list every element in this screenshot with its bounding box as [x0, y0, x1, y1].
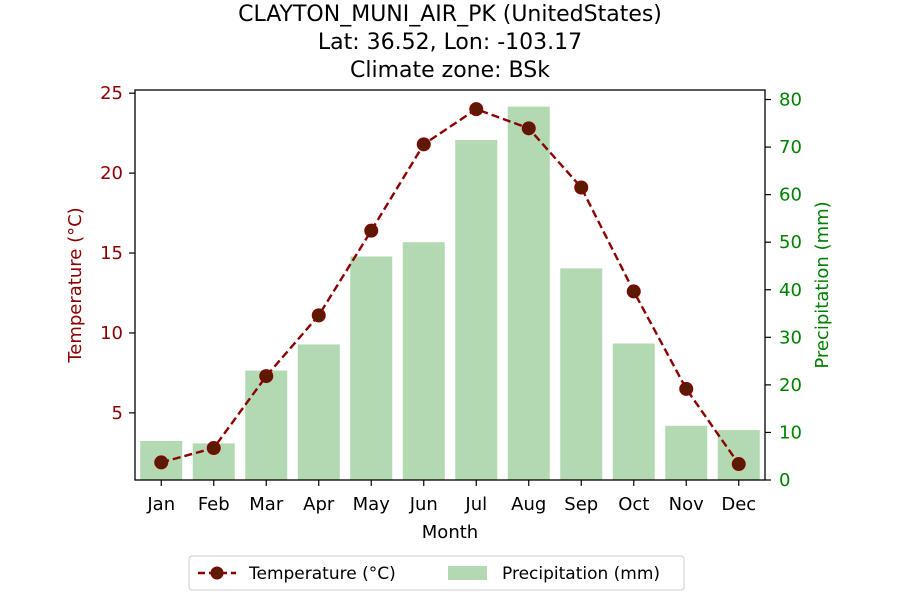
temperature-point-jul: [469, 102, 484, 117]
x-tick-label-may: May: [353, 494, 391, 515]
precipitation-bar-mar: [245, 370, 288, 480]
right-y-axis: 0 10 20 30 40 50 60 70 80: [765, 90, 802, 491]
temperature-point-may: [364, 223, 379, 238]
temperature-point-aug: [521, 121, 536, 136]
left-y-axis-label: Temperature (°C): [65, 207, 86, 363]
left-tick-label-15: 15: [100, 243, 123, 264]
legend-temperature-label: Temperature (°C): [248, 564, 396, 584]
temperature-point-feb: [206, 441, 221, 456]
x-axis: Jan Feb Mar Apr May Jun Jul Aug Sep Oct Nov Dec: [146, 480, 756, 515]
x-tick-label-dec: Dec: [721, 494, 756, 515]
chart-title: CLAYTON_MUNI_AIR_PK (UnitedStates) Lat: …: [238, 2, 662, 83]
right-tick-label-0: 0: [779, 470, 790, 491]
x-tick-label-jun: Jun: [409, 494, 438, 515]
temperature-series-line: [160, 107, 740, 465]
temperature-point-dec: [731, 457, 746, 472]
temperature-markers: [154, 102, 746, 472]
legend-precipitation-label: Precipitation (mm): [502, 564, 660, 584]
precipitation-bar-sep: [560, 268, 603, 480]
right-y-axis-label: Precipitation (mm): [812, 201, 833, 368]
x-tick-label-mar: Mar: [249, 494, 284, 515]
precipitation-bar-nov: [665, 425, 708, 480]
x-tick-label-feb: Feb: [198, 494, 230, 515]
left-tick-label-5: 5: [112, 403, 123, 424]
temperature-line: [160, 107, 740, 465]
precipitation-bar-dec: [717, 430, 760, 480]
x-tick-label-nov: Nov: [669, 494, 704, 515]
right-tick-label-70: 70: [779, 137, 802, 158]
x-tick-label-jul: Jul: [464, 494, 487, 515]
x-tick-label-oct: Oct: [618, 494, 649, 515]
temperature-point-mar: [259, 369, 274, 384]
precipitation-bar-jun: [402, 242, 445, 480]
temperature-point-jun: [416, 137, 431, 152]
precipitation-bar-aug: [507, 106, 550, 481]
legend: Temperature (°C) Precipitation (mm): [188, 555, 685, 591]
left-tick-label-10: 10: [100, 323, 123, 344]
x-tick-label-aug: Aug: [511, 494, 546, 515]
title-line-3: Climate zone: BSk: [350, 58, 550, 83]
left-tick-label-20: 20: [100, 163, 123, 184]
legend-precipitation-swatch: [448, 566, 487, 580]
title-line-1: CLAYTON_MUNI_AIR_PK (UnitedStates): [238, 2, 662, 27]
right-tick-label-60: 60: [779, 185, 802, 206]
precipitation-bars: [140, 106, 760, 481]
left-tick-label-25: 25: [100, 83, 123, 104]
right-tick-label-40: 40: [779, 280, 802, 301]
x-tick-label-sep: Sep: [564, 494, 598, 515]
legend-box: [188, 555, 685, 591]
right-tick-label-50: 50: [779, 232, 802, 253]
temperature-point-oct: [626, 284, 641, 299]
x-axis-label: Month: [422, 522, 478, 543]
x-tick-label-apr: Apr: [303, 494, 335, 515]
plot-frame: [134, 89, 766, 481]
title-line-2: Lat: 36.52, Lon: -103.17: [318, 30, 582, 55]
right-tick-label-20: 20: [779, 375, 802, 396]
precipitation-bar-oct: [612, 343, 655, 480]
right-tick-label-10: 10: [779, 422, 802, 443]
x-tick-label-jan: Jan: [146, 494, 175, 515]
temperature-point-sep: [574, 180, 589, 195]
temperature-point-apr: [311, 308, 326, 323]
precipitation-bar-apr: [297, 344, 340, 480]
right-tick-label-80: 80: [779, 90, 802, 111]
right-tick-label-30: 30: [779, 327, 802, 348]
temperature-point-nov: [679, 381, 694, 396]
left-y-axis: 5 10 15 20 25: [100, 83, 135, 424]
precipitation-bar-may: [350, 256, 393, 480]
temperature-point-jan: [154, 455, 169, 470]
precipitation-bar-jul: [455, 139, 498, 480]
legend-temperature-marker: [210, 566, 224, 580]
